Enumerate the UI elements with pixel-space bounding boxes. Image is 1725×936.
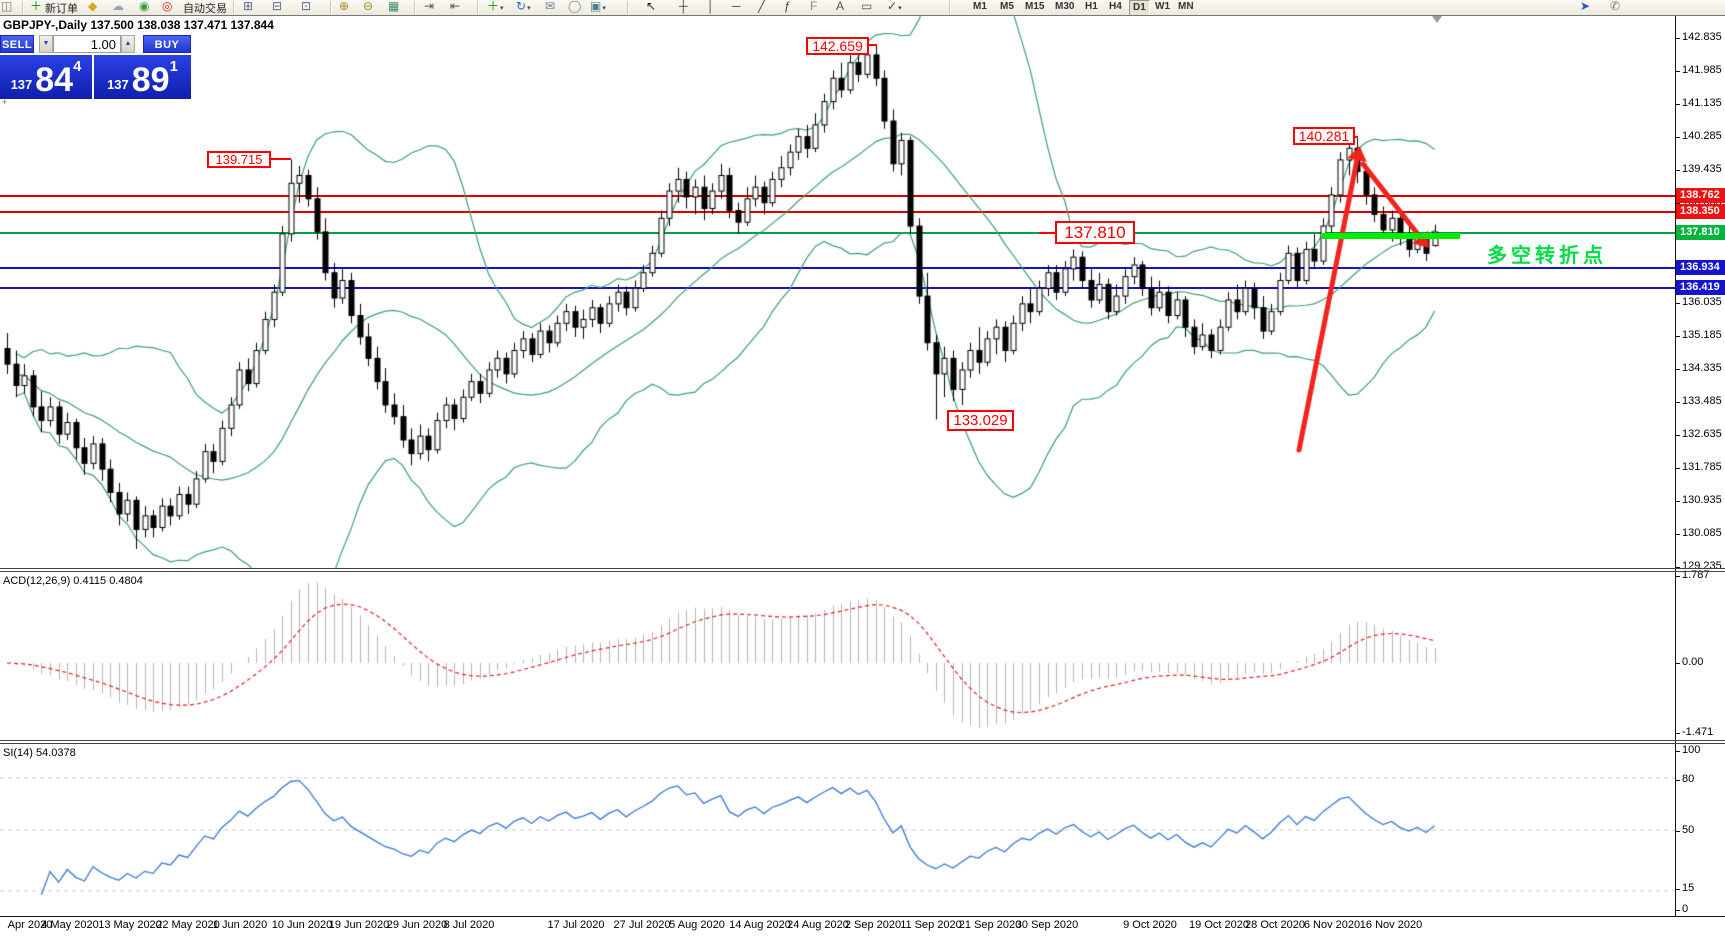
object-anchor-icon: + — [2, 97, 8, 107]
volume-input[interactable] — [53, 35, 121, 53]
annotation-leader-line — [269, 158, 291, 160]
price-line-badge: 138.350 — [1676, 204, 1725, 219]
price-annotation-label[interactable]: 137.810 — [1055, 221, 1135, 244]
volume-up-button[interactable]: ▲ — [121, 35, 135, 53]
buy-button[interactable]: BUY — [143, 35, 191, 53]
sell-price-sup: 4 — [73, 58, 82, 75]
price-line-badge: 138.762 — [1676, 188, 1725, 203]
pane-separator[interactable] — [0, 571, 1725, 572]
buy-price-sup: 1 — [169, 58, 178, 75]
price-annotation-label[interactable]: 139.715 — [207, 151, 271, 168]
price-annotation-label[interactable]: 140.281 — [1293, 127, 1355, 145]
pane-separator[interactable] — [0, 568, 1725, 569]
sell-price-panel[interactable]: 137 84 4 — [0, 55, 92, 99]
price-line-badge: 136.934 — [1676, 260, 1725, 275]
sell-button[interactable]: SELL — [0, 35, 34, 53]
annotation-leader-line — [867, 44, 877, 46]
price-line-badge: 136.419 — [1676, 280, 1725, 295]
price-line-badge: 137.810 — [1676, 225, 1725, 240]
sell-price-prefix: 137 — [10, 77, 33, 92]
annotation-leader-line — [1039, 232, 1055, 234]
annotation-leader-line — [1353, 136, 1358, 138]
chart-shift-marker-icon[interactable] — [1432, 16, 1442, 23]
chart-bottom-border — [0, 916, 1725, 917]
price-annotation-label[interactable]: 133.029 — [947, 410, 1014, 431]
volume-down-button[interactable]: ▼ — [39, 35, 53, 53]
price-annotation-label[interactable]: 142.659 — [806, 37, 869, 55]
pane-separator[interactable] — [0, 740, 1725, 741]
pane-separator[interactable] — [0, 743, 1725, 744]
buy-price-big: 89 — [131, 61, 170, 99]
turning-point-note[interactable]: 多空转折点 — [1487, 245, 1607, 267]
support-zone-bar[interactable] — [1322, 233, 1460, 239]
sell-price-big: 84 — [35, 61, 74, 99]
buy-price-panel[interactable]: 137 89 1 — [94, 55, 191, 99]
buy-price-prefix: 137 — [107, 77, 129, 92]
